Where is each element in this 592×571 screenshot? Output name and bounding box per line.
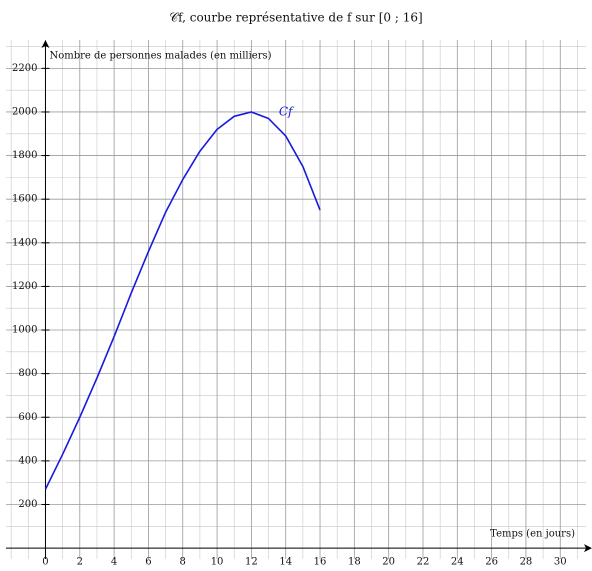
x-tick-label: 4	[111, 557, 117, 568]
x-tick-label: 28	[520, 557, 533, 568]
y-axis-arrow	[41, 40, 50, 48]
x-tick-label: 20	[382, 557, 395, 568]
y-tick-label: 1800	[12, 150, 37, 161]
x-tick-label: 30	[554, 557, 567, 568]
x-tick-label: 16	[314, 557, 327, 568]
x-tick-label: 6	[145, 557, 151, 568]
x-tick-label: 18	[348, 557, 361, 568]
x-axis-arrow	[584, 544, 592, 553]
x-tick-label: 0	[42, 557, 48, 568]
y-tick-label: 400	[18, 455, 37, 466]
chart-title: 𝒞f, courbe représentative de f sur [0 ; …	[169, 11, 422, 25]
x-axis-title: Temps (en jours)	[490, 529, 575, 540]
curve	[44, 111, 321, 490]
y-tick-label: 1000	[12, 325, 37, 336]
x-tick-label: 2	[77, 557, 83, 568]
x-tick-label: 22	[417, 557, 430, 568]
y-tick-label: 200	[18, 499, 37, 510]
y-axis-title: Nombre de personnes malades (en milliers…	[49, 51, 271, 62]
y-tick-label: 800	[18, 368, 37, 379]
y-tick-label: 1200	[12, 281, 37, 292]
y-tick-label: 2200	[12, 63, 37, 74]
y-tick-label: 1400	[12, 237, 37, 248]
x-tick-label: 26	[485, 557, 498, 568]
x-tick-label: 8	[180, 557, 186, 568]
x-tick-label: 12	[245, 557, 258, 568]
x-tick-label: 14	[279, 557, 292, 568]
y-tick-label: 2000	[12, 106, 37, 117]
x-tick-label: 24	[451, 557, 464, 568]
x-tick-label: 10	[211, 557, 224, 568]
y-tick-label: 1600	[12, 194, 37, 205]
curve-label: Cf	[279, 104, 295, 118]
y-tick-label: 600	[18, 412, 37, 423]
